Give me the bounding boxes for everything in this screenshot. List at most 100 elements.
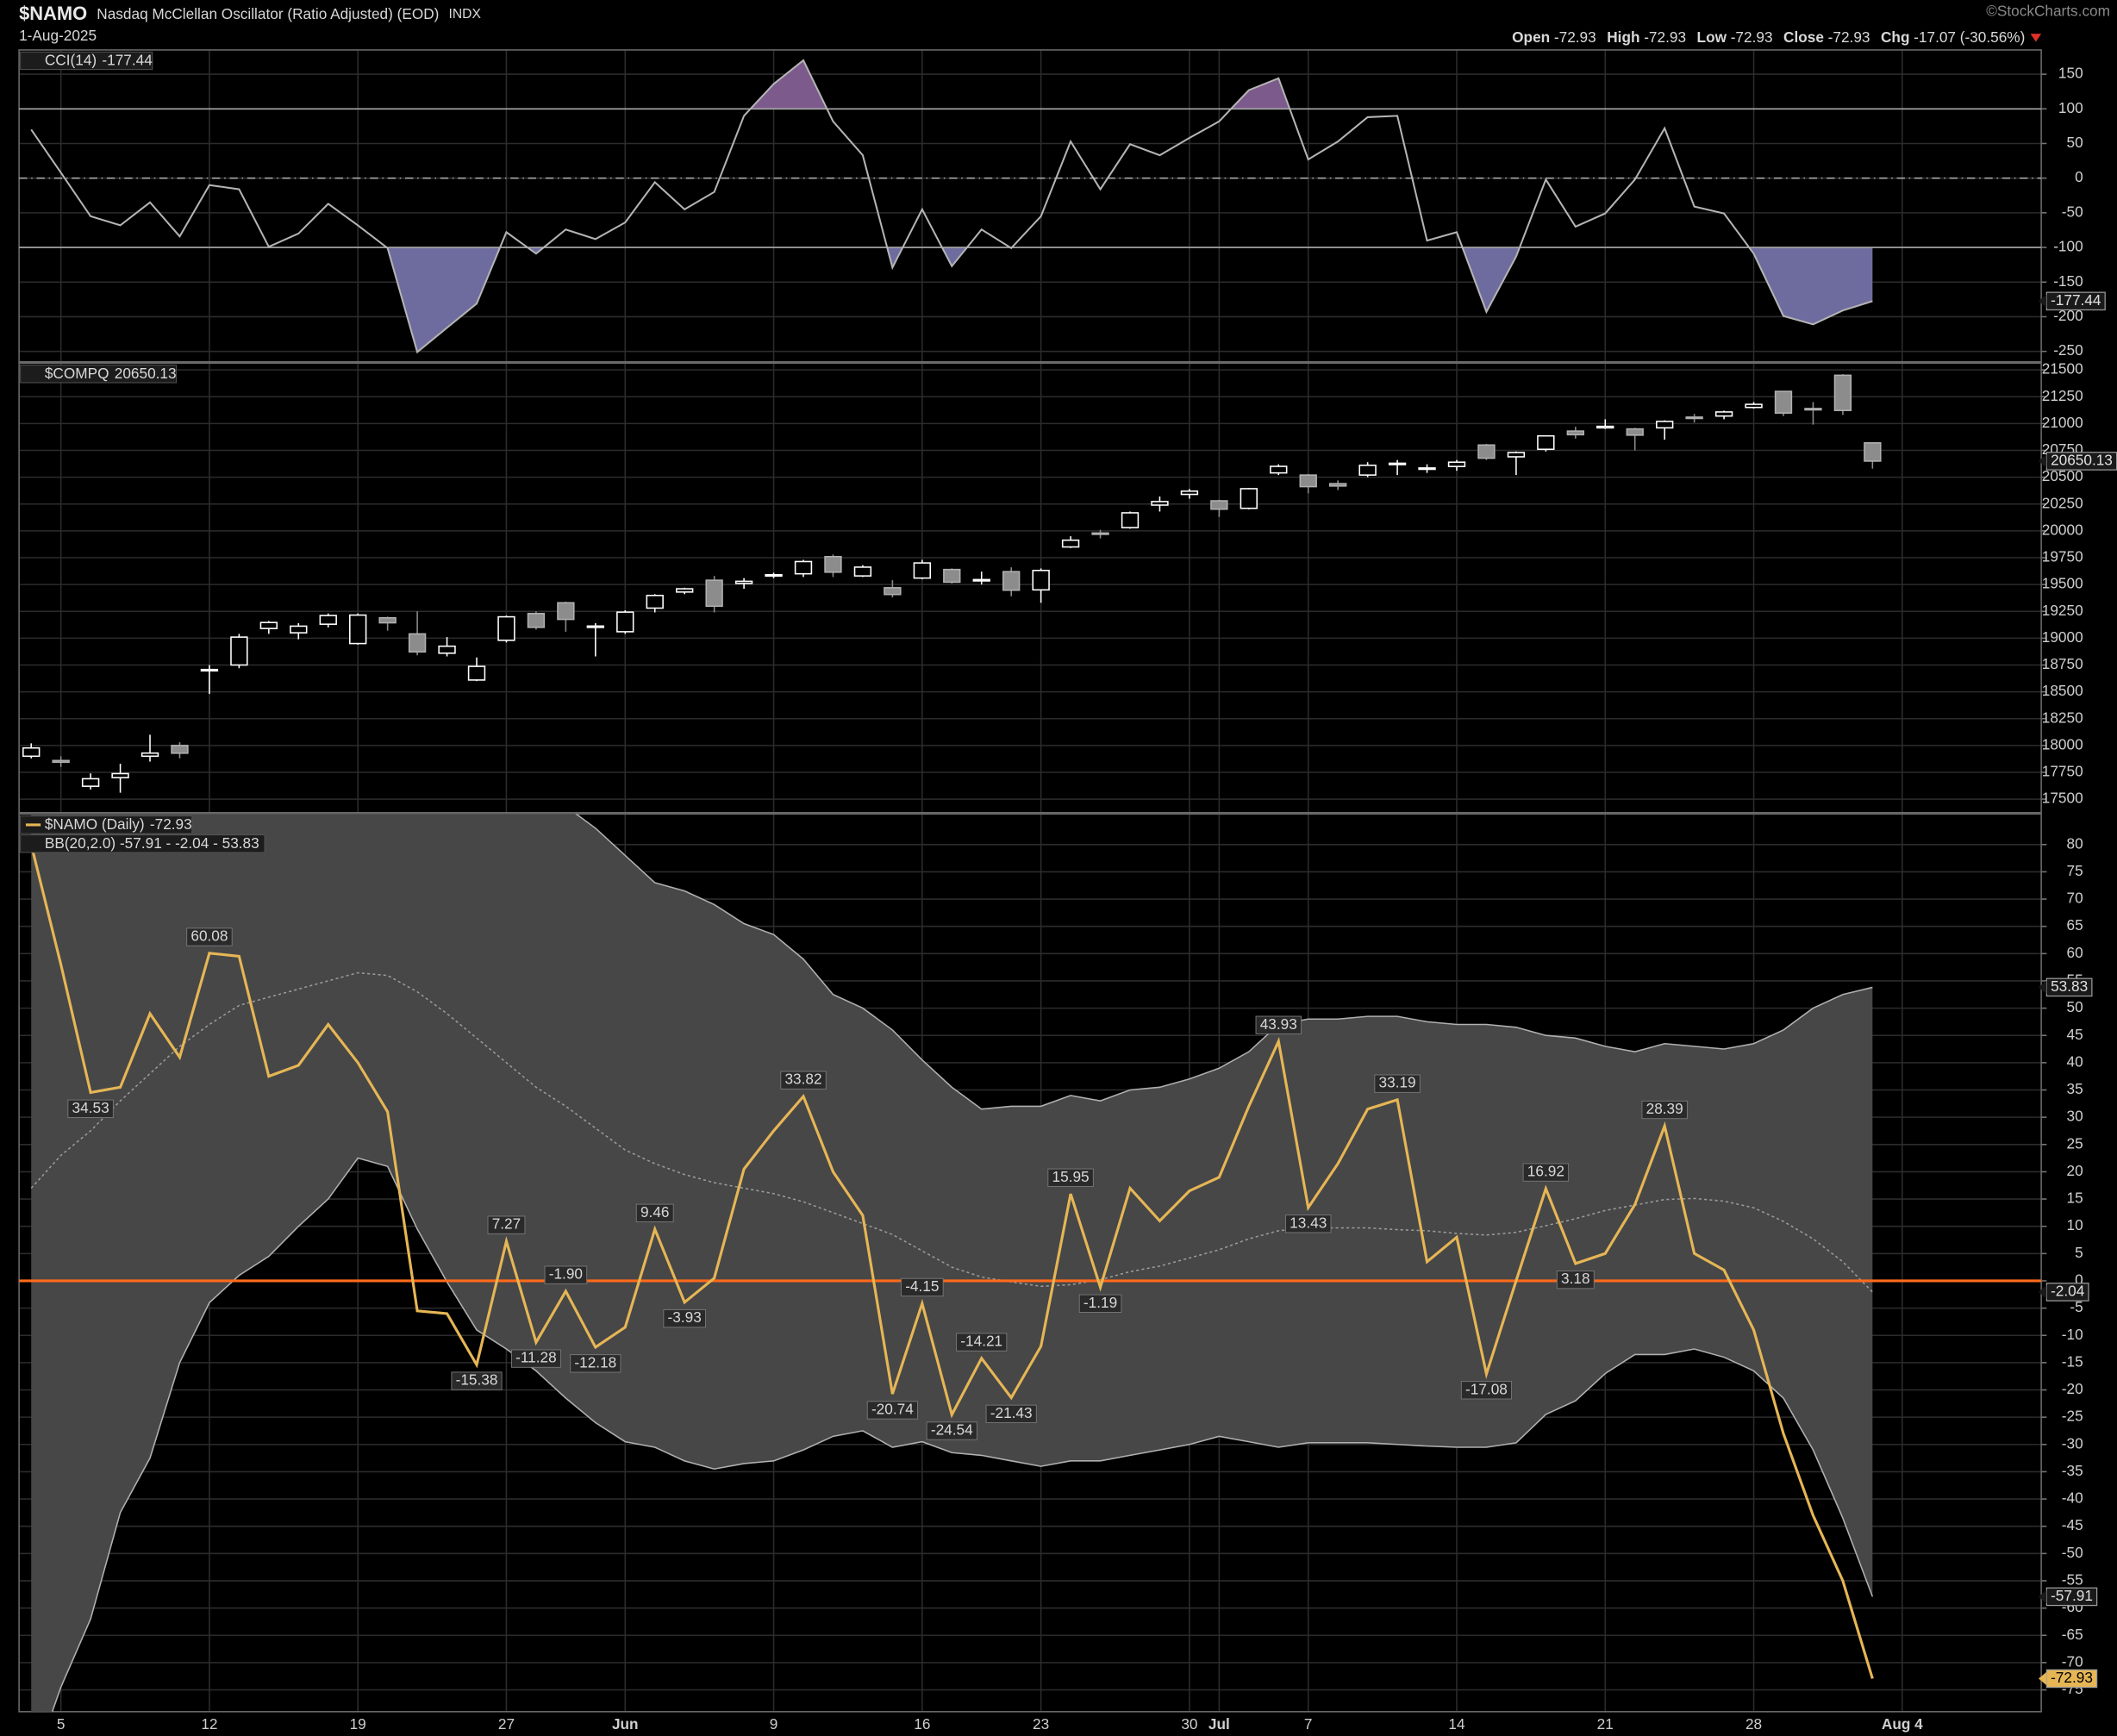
data-label-box: [1641, 1100, 1688, 1120]
y-tick-label: -55: [2062, 1571, 2083, 1589]
data-label-box: [1078, 1294, 1122, 1313]
data-label-text: 28.39: [1646, 1100, 1683, 1117]
data-label-text: -12.18: [574, 1353, 616, 1371]
y-tick-label: 18000: [2042, 735, 2083, 752]
candle-body: [1655, 421, 1674, 429]
candle-body: [527, 612, 546, 628]
quote-value: -72.93: [1731, 28, 1773, 45]
y-tick-label: 75: [2067, 862, 2083, 879]
candle-body: [557, 602, 575, 621]
exchange: INDX: [448, 7, 481, 22]
y-tick-label: 19500: [2042, 575, 2083, 592]
data-label-box: [451, 1371, 503, 1390]
quote-label: Low: [1697, 28, 1727, 45]
value-tag-label: -2.04: [2051, 1282, 2085, 1299]
data-label-box: [985, 1404, 1037, 1423]
candle-body: [1626, 428, 1644, 436]
candle-body: [290, 625, 308, 634]
legend-part: BB(20,2.0) -57.91 - -2.04 - 53.83: [45, 834, 259, 851]
legend-text: BB(20,2.0) -57.91 - -2.04 - 53.83: [45, 834, 259, 851]
candle-body: [616, 611, 634, 633]
legend-text: $NAMO (Daily) -72.93: [45, 815, 192, 832]
y-tick-label: 100: [2058, 99, 2083, 116]
x-tick-label: 19: [350, 1715, 366, 1733]
candle-body: [408, 633, 427, 653]
data-label: -3.93: [663, 1308, 706, 1328]
data-label-box: [67, 1099, 114, 1118]
quote-value: -72.93: [1554, 28, 1596, 45]
y-tick-label: 21500: [2042, 360, 2083, 378]
data-label-text: 13.43: [1290, 1214, 1327, 1231]
down-arrow: [2030, 34, 2042, 42]
legend-part: $COMPQ: [45, 364, 109, 381]
data-label: 34.53: [67, 1099, 114, 1118]
data-label-box: [780, 1071, 827, 1090]
candle-body: [52, 759, 70, 764]
data-label: -11.28: [510, 1349, 561, 1368]
data-label-text: 33.82: [784, 1071, 821, 1088]
data-label-box: [1374, 1074, 1421, 1093]
data-label-box: [901, 1277, 944, 1297]
candle-body: [1864, 441, 1882, 462]
data-label: -17.08: [1460, 1380, 1513, 1400]
data-label: 16.92: [1522, 1163, 1570, 1182]
value-tag-pointer: [2038, 1671, 2047, 1686]
y-tick-label: 0: [2075, 1271, 2083, 1289]
y-tick-label: -40: [2062, 1489, 2083, 1507]
y-tick-label: 21000: [2042, 414, 2083, 431]
value-tag-pointer: [2038, 1589, 2047, 1604]
y-tick-label: 18250: [2042, 709, 2083, 726]
panel-border: [18, 362, 2042, 814]
symbol: $NAMO: [19, 3, 87, 24]
band-middle: [30, 971, 1873, 1293]
data-label: 13.43: [1285, 1214, 1332, 1233]
candle-body: [1774, 390, 1793, 414]
y-tick-label: -15: [2062, 1352, 2083, 1370]
y-tick-label: -100: [2053, 238, 2083, 255]
y-tick-label: 19750: [2042, 548, 2083, 565]
index-name: Nasdaq McClellan Oscillator (Ratio Adjus…: [97, 5, 439, 22]
data-label: -21.43: [985, 1404, 1037, 1423]
y-tick-label: 15: [2067, 1190, 2083, 1207]
data-label-text: 7.27: [492, 1215, 521, 1233]
source: ©StockCharts.com: [1986, 3, 2110, 20]
x-tick-label: 21: [1597, 1715, 1614, 1733]
data-label-box: [1460, 1381, 1513, 1400]
quote-label: Chg: [1881, 28, 1909, 45]
legend-part: CCI(14): [45, 51, 97, 68]
y-tick-label: 17500: [2042, 790, 2083, 807]
y-tick-label: -150: [2053, 272, 2083, 290]
data-label-box: [1556, 1270, 1595, 1290]
value-tag: -177.44: [2038, 291, 2106, 311]
candle-body: [586, 625, 605, 628]
y-tick-label: 35: [2067, 1080, 2083, 1097]
y-tick-label: -200: [2053, 307, 2083, 324]
data-label: -15.38: [451, 1371, 503, 1390]
value-tag-pointer: [2038, 980, 2047, 995]
data-label-text: -15.38: [456, 1371, 498, 1389]
y-tick-label: 19000: [2042, 628, 2083, 646]
data-label-box: [510, 1349, 561, 1368]
candle-body: [1477, 444, 1496, 459]
value-tag: -2.04: [2038, 1282, 2089, 1302]
quote: Open -72.93 High -72.93 Low -72.93 Close -72.93…: [1512, 28, 2025, 45]
data-label-box: [544, 1265, 588, 1284]
candle-body: [794, 560, 813, 575]
candle-body: [1507, 452, 1526, 458]
data-label-text: 43.93: [1260, 1015, 1297, 1033]
candle-body: [467, 665, 486, 681]
y-tick-label: 5: [2075, 1244, 2083, 1261]
quote-label: High: [1607, 28, 1639, 45]
data-label-text: -1.90: [549, 1265, 583, 1283]
value-tag: -57.91: [2038, 1587, 2098, 1607]
candle-body: [1091, 532, 1109, 535]
data-label-box: [1255, 1015, 1302, 1034]
data-label: 43.93: [1255, 1015, 1302, 1034]
legend-box: [20, 815, 193, 834]
data-label-box: [956, 1333, 1008, 1352]
value-tag-pointer: [2038, 294, 2047, 309]
candle-body: [765, 574, 783, 578]
candle-body: [111, 772, 129, 778]
header-title: $NAMO Nasdaq McClellan Oscillator (Ratio…: [19, 3, 481, 24]
candle-body: [734, 580, 753, 584]
